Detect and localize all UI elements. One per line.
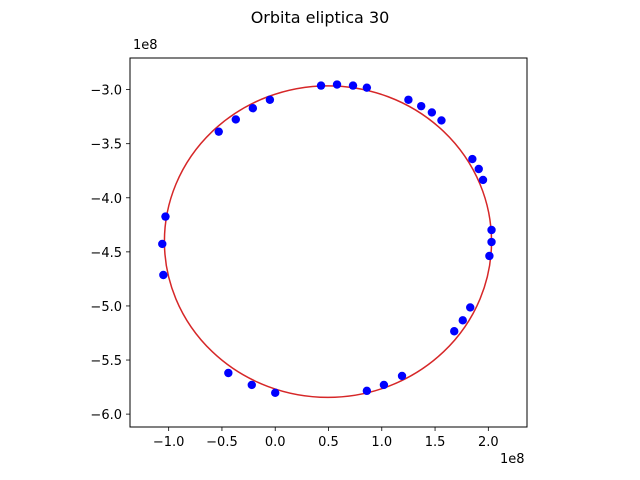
data-point-10 — [417, 101, 426, 111]
y-axis-offset-label: 1e8 — [133, 38, 158, 53]
data-point-20 — [487, 237, 496, 247]
data-point-9 — [404, 95, 413, 104]
x-tick-label-4: 0.5 — [318, 435, 339, 450]
data-point-29 — [379, 380, 389, 390]
y-tick-label-5: −5.0 — [90, 300, 122, 315]
y-tick-label-2: −3.5 — [90, 138, 122, 153]
fitted-orbit-layer — [163, 85, 493, 399]
data-point-18 — [159, 270, 168, 280]
data-point-23 — [458, 316, 467, 325]
data-point-30 — [397, 371, 407, 381]
x-tick-label-7: 2.0 — [478, 435, 499, 450]
x-tick-label-5: 1.0 — [371, 435, 392, 450]
data-point-5 — [265, 95, 275, 104]
fitted-orbit-ellipse — [163, 85, 493, 399]
data-point-6 — [248, 104, 258, 113]
data-point-27 — [271, 388, 280, 398]
data-point-15 — [478, 175, 488, 185]
data-point-22 — [466, 303, 475, 312]
data-point-4 — [362, 83, 372, 92]
plot-frame — [129, 57, 528, 428]
y-axis: −3.0 −3.5 −4.0 −4.5 −5.0 −5.5 −6.0 — [90, 84, 130, 423]
x-tick-label-2: −0.5 — [206, 435, 238, 450]
x-tick-label-3: 0.0 — [265, 435, 286, 450]
x-tick-label-1: −1.0 — [153, 435, 185, 450]
x-axis: −1.0 −0.5 0.0 0.5 1.0 1.5 2.0 — [153, 427, 499, 450]
y-tick-label-3: −4.0 — [90, 192, 122, 207]
y-tick-label-6: −5.5 — [90, 354, 122, 369]
data-point-12 — [437, 116, 446, 125]
data-point-8 — [214, 127, 223, 136]
x-tick-label-6: 1.5 — [425, 435, 446, 450]
data-point-26 — [247, 380, 256, 390]
data-point-24 — [450, 327, 459, 336]
data-point-19 — [487, 225, 496, 235]
y-tick-label-1: −3.0 — [90, 84, 122, 99]
data-point-3 — [348, 81, 358, 90]
data-points-layer — [158, 80, 496, 398]
data-point-13 — [468, 154, 477, 164]
data-point-28 — [362, 386, 372, 396]
data-point-11 — [427, 108, 437, 117]
data-point-25 — [224, 368, 233, 378]
y-tick-label-7: −6.0 — [90, 408, 122, 423]
data-point-14 — [474, 164, 483, 174]
data-point-7 — [231, 115, 240, 124]
x-axis-offset-label: 1e8 — [500, 452, 525, 467]
data-point-21 — [485, 251, 494, 261]
chart-title: Orbita eliptica 30 — [250, 8, 390, 27]
y-tick-label-4: −4.5 — [90, 246, 122, 261]
data-point-17 — [158, 239, 167, 249]
data-point-2 — [332, 80, 342, 89]
data-point-1 — [316, 81, 326, 90]
data-point-16 — [161, 212, 170, 221]
